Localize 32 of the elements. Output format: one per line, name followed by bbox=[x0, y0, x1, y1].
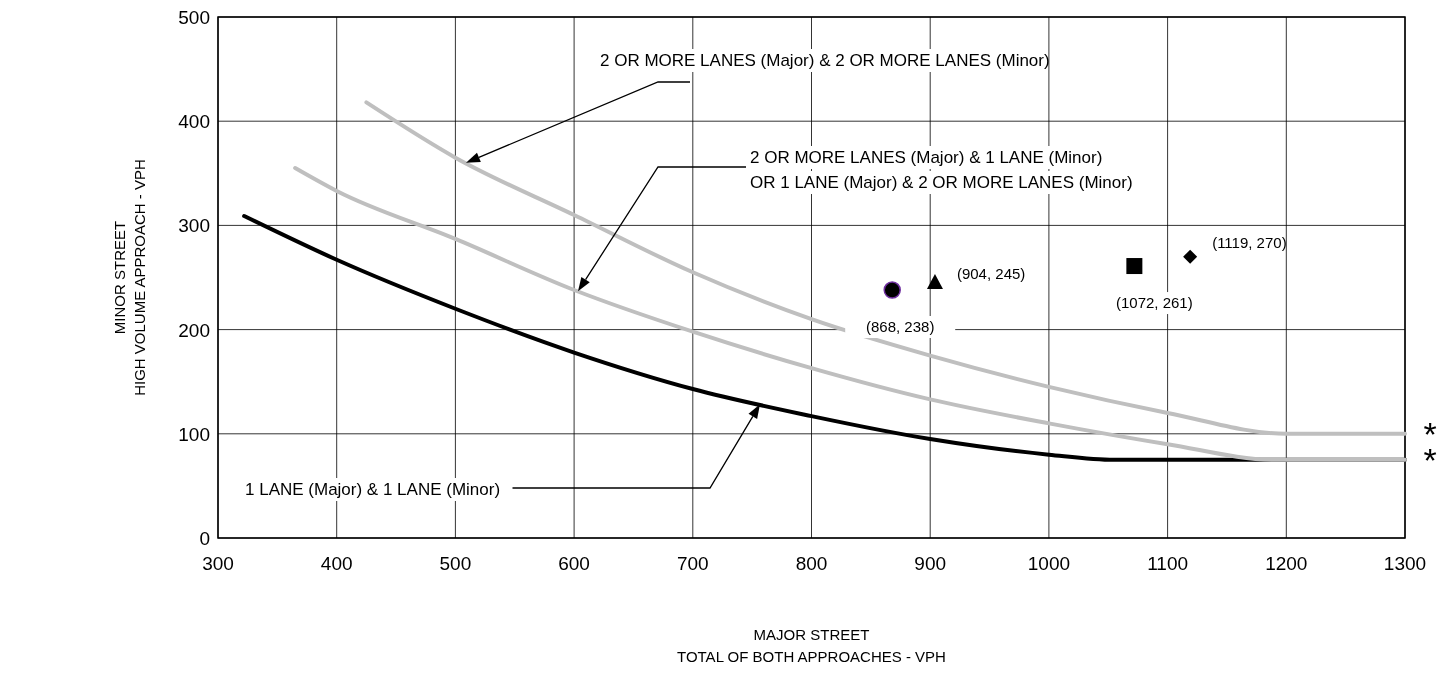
x-tick-label: 900 bbox=[914, 553, 947, 574]
x-tick-label: 400 bbox=[320, 553, 353, 574]
x-axis-title: MAJOR STREET TOTAL OF BOTH APPROACHES - VPH bbox=[677, 626, 946, 665]
y-tick-label: 100 bbox=[178, 423, 210, 445]
y-tick-label: 400 bbox=[178, 111, 210, 133]
x-tick-label: 1000 bbox=[1027, 553, 1071, 574]
data-label: (1072, 261) bbox=[1116, 294, 1193, 312]
x-tick-label: 800 bbox=[795, 553, 828, 574]
y-axis-title: MINOR STREET HIGH VOLUME APPROACH - VPH bbox=[111, 159, 148, 396]
x-tick-label: 1100 bbox=[1147, 553, 1189, 574]
y-tick-label: 500 bbox=[178, 7, 210, 28]
point bbox=[1183, 249, 1198, 264]
point bbox=[1126, 258, 1143, 275]
x-tick-label: 300 bbox=[202, 553, 234, 574]
data-label: (868, 238) bbox=[866, 318, 935, 335]
text: 2 OR MORE LANES (Major) & 2 OR MORE LANES (Minor) bbox=[600, 51, 1050, 70]
x-tick-label: 1200 bbox=[1265, 553, 1308, 574]
x-tick-label: 700 bbox=[676, 553, 709, 574]
y-tick-label: 300 bbox=[178, 215, 210, 237]
text: 2 OR MORE LANES (Major) & 1 LANE (Minor) OR 1 LANE (Major) & 2 OR MORE LANES (Minor) bbox=[750, 148, 1133, 192]
y-tick-label: 200 bbox=[178, 319, 210, 341]
line-series bbox=[293, 166, 1407, 462]
data-label: (904, 245) bbox=[956, 264, 1026, 282]
point bbox=[883, 281, 901, 299]
y-tick-label: 0 bbox=[199, 528, 210, 549]
x-tick-label: 600 bbox=[558, 553, 590, 574]
point bbox=[926, 273, 943, 290]
text: 1 LANE (Major) & 1 LANE (Minor) bbox=[245, 480, 501, 499]
x-tick-label: 1300 bbox=[1383, 553, 1427, 574]
line-series bbox=[364, 100, 1407, 436]
data-label: (1119, 270) bbox=[1212, 233, 1287, 251]
x-tick-label: 500 bbox=[439, 553, 472, 574]
